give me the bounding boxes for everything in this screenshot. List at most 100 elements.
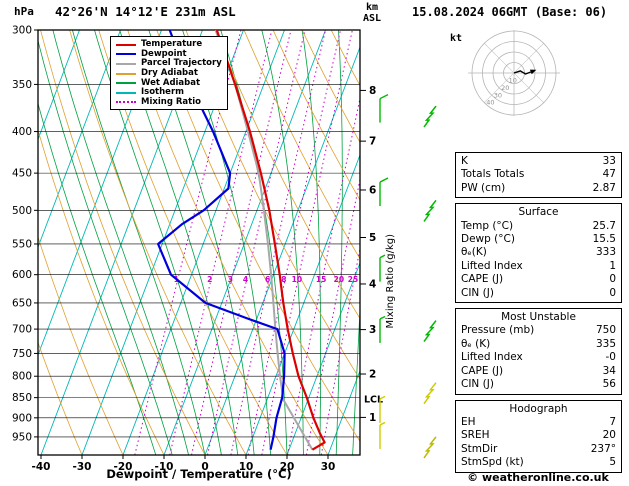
- lcl-marker: LCL: [364, 395, 383, 406]
- temp-tick-label: 30: [321, 461, 336, 473]
- dry-adiabat-swatch: [116, 72, 136, 75]
- legend-label: Parcel Trajectory: [141, 58, 222, 69]
- km-tick-label: 6: [369, 184, 376, 196]
- stat-label: CIN (J): [461, 378, 494, 391]
- station-title: 42°26'N 14°12'E 231m ASL: [55, 4, 236, 19]
- stat-label: CIN (J): [461, 286, 494, 299]
- stat-label: CAPE (J): [461, 364, 504, 377]
- pressure-tick-label: 350: [12, 79, 32, 91]
- parcel-trajectory-swatch: [116, 62, 136, 65]
- pressure-grid: 300 350 400 450 500 550 600 650 700 750 800 850 900 9…: [12, 25, 360, 443]
- dewpoint-swatch: [116, 53, 136, 56]
- mixing-ratio-value-label: 6: [265, 275, 270, 284]
- stat-row: Totals Totals 47: [461, 168, 616, 181]
- pressure-tick-label: 650: [12, 297, 32, 309]
- stat-value: 0: [609, 273, 616, 286]
- stat-label: PW (cm): [461, 181, 506, 194]
- stat-label: CAPE (J): [461, 273, 504, 286]
- mixing-ratio-axis-label: Mixing Ratio (g/kg): [385, 234, 396, 329]
- copyright: © weatheronline.co.uk: [467, 471, 609, 484]
- dewpoint-curve: [157, 30, 286, 450]
- legend-label: Mixing Ratio: [141, 96, 201, 107]
- panel-title: Hodograph: [509, 402, 568, 415]
- pressure-tick-label: 750: [12, 348, 32, 360]
- km-tick-label: 2: [369, 369, 376, 381]
- stat-row: Dewp (°C) 15.5: [461, 233, 616, 246]
- km-tick-label: 8: [369, 85, 376, 97]
- stat-value: 56: [602, 378, 616, 391]
- stat-value: 237°: [590, 442, 616, 455]
- zigzag-marker: [423, 382, 437, 405]
- km-tick-label: 3: [369, 324, 376, 336]
- hodograph-ring-label: 10: [509, 76, 517, 84]
- stat-row: SREH 20: [461, 429, 616, 442]
- parcel-trajectory-curve: [214, 30, 314, 451]
- stat-label: StmDir: [461, 442, 498, 455]
- hodograph-ring-label: 40: [486, 99, 494, 107]
- pressure-tick-label: 550: [12, 238, 32, 250]
- wind-barb: [379, 254, 386, 282]
- km-tick-label: 4: [369, 278, 376, 290]
- temperature-axis: -40 -30 -20 -10 0 10 20 30: [32, 455, 336, 473]
- stats-panels: K 33 Totals Totals 47 PW (cm) 2.87 Surface Temp…: [455, 152, 622, 473]
- stat-row: CIN (J) 56: [461, 378, 616, 391]
- pressure-tick-label: 900: [12, 412, 32, 424]
- legend-label: Wet Adiabat: [141, 77, 201, 88]
- mixing-ratio-swatch: [116, 101, 136, 104]
- hodograph-ring: [471, 30, 557, 116]
- wind-barb: [379, 421, 386, 449]
- hodograph-trace-arrow: [529, 69, 537, 75]
- legend-item-wet-adiabat: Wet Adiabat: [116, 78, 222, 88]
- stat-row: StmDir 237°: [461, 443, 616, 456]
- stat-value: 750: [595, 324, 616, 337]
- hodograph-trace: [513, 70, 532, 75]
- altitude-axis: 8 7 6 5 4 3 2 1: [360, 85, 376, 424]
- stat-row: θₑ (K) 335: [461, 338, 616, 351]
- legend-label: Temperature: [141, 39, 203, 50]
- hodograph-ring-label: 30: [494, 91, 502, 99]
- temp-tick-label: -10: [155, 461, 174, 473]
- stat-label: StmSpd (kt): [461, 456, 524, 469]
- stat-label: K: [461, 155, 468, 167]
- stat-value: 1: [609, 259, 616, 272]
- hodograph-ring: [482, 41, 546, 105]
- stat-label: Temp (°C): [461, 219, 514, 232]
- legend-label: Dewpoint: [141, 48, 187, 59]
- stat-row: EH 7: [461, 416, 616, 429]
- stat-row: Lifted Index -0: [461, 351, 616, 364]
- legend-item-dry-adiabat: Dry Adiabat: [116, 69, 222, 79]
- stat-value: 2.87: [592, 181, 616, 194]
- stat-label: θₑ(K): [461, 246, 487, 259]
- legend-item-parcel-trajectory: Parcel Trajectory: [116, 59, 222, 69]
- stat-value: 5: [609, 456, 616, 469]
- isotherm-swatch: [116, 91, 136, 94]
- mixing-ratio-value-label: 15: [316, 275, 326, 284]
- wind-barb: [379, 315, 386, 343]
- mixing-ratio-value-label: 8: [281, 275, 286, 284]
- km-unit-label: km: [366, 2, 379, 13]
- stat-label: Dewp (°C): [461, 233, 515, 246]
- datetime-label: 15.08.2024 06GMT (Base: 06): [412, 5, 608, 19]
- stat-row: CAPE (J) 0: [461, 273, 616, 286]
- pressure-tick-label: 500: [12, 205, 32, 217]
- mixing-ratio-lines: [134, 30, 360, 455]
- stat-label: Lifted Index: [461, 351, 523, 364]
- legend-label: Isotherm: [141, 87, 184, 98]
- stat-value: 335: [595, 337, 616, 350]
- stat-row: Lifted Index 1: [461, 260, 616, 273]
- stat-value: 34: [602, 364, 616, 377]
- wind-barb: [379, 395, 386, 423]
- stat-label: Totals Totals: [461, 168, 525, 181]
- stat-value: 25.7: [592, 219, 616, 232]
- legend: Temperature Dewpoint Parcel Trajectory Dry …: [110, 36, 228, 111]
- stat-value: 20: [602, 429, 616, 442]
- stat-value: 15.5: [592, 233, 616, 246]
- plot-border: [37, 29, 361, 456]
- hodograph-ring-label: 20: [501, 84, 509, 92]
- stat-value: 47: [602, 168, 616, 181]
- stat-row: θₑ(K) 333: [461, 246, 616, 259]
- mixing-ratio-value-label: 4: [243, 275, 248, 284]
- temp-tick-label: 0: [201, 461, 208, 473]
